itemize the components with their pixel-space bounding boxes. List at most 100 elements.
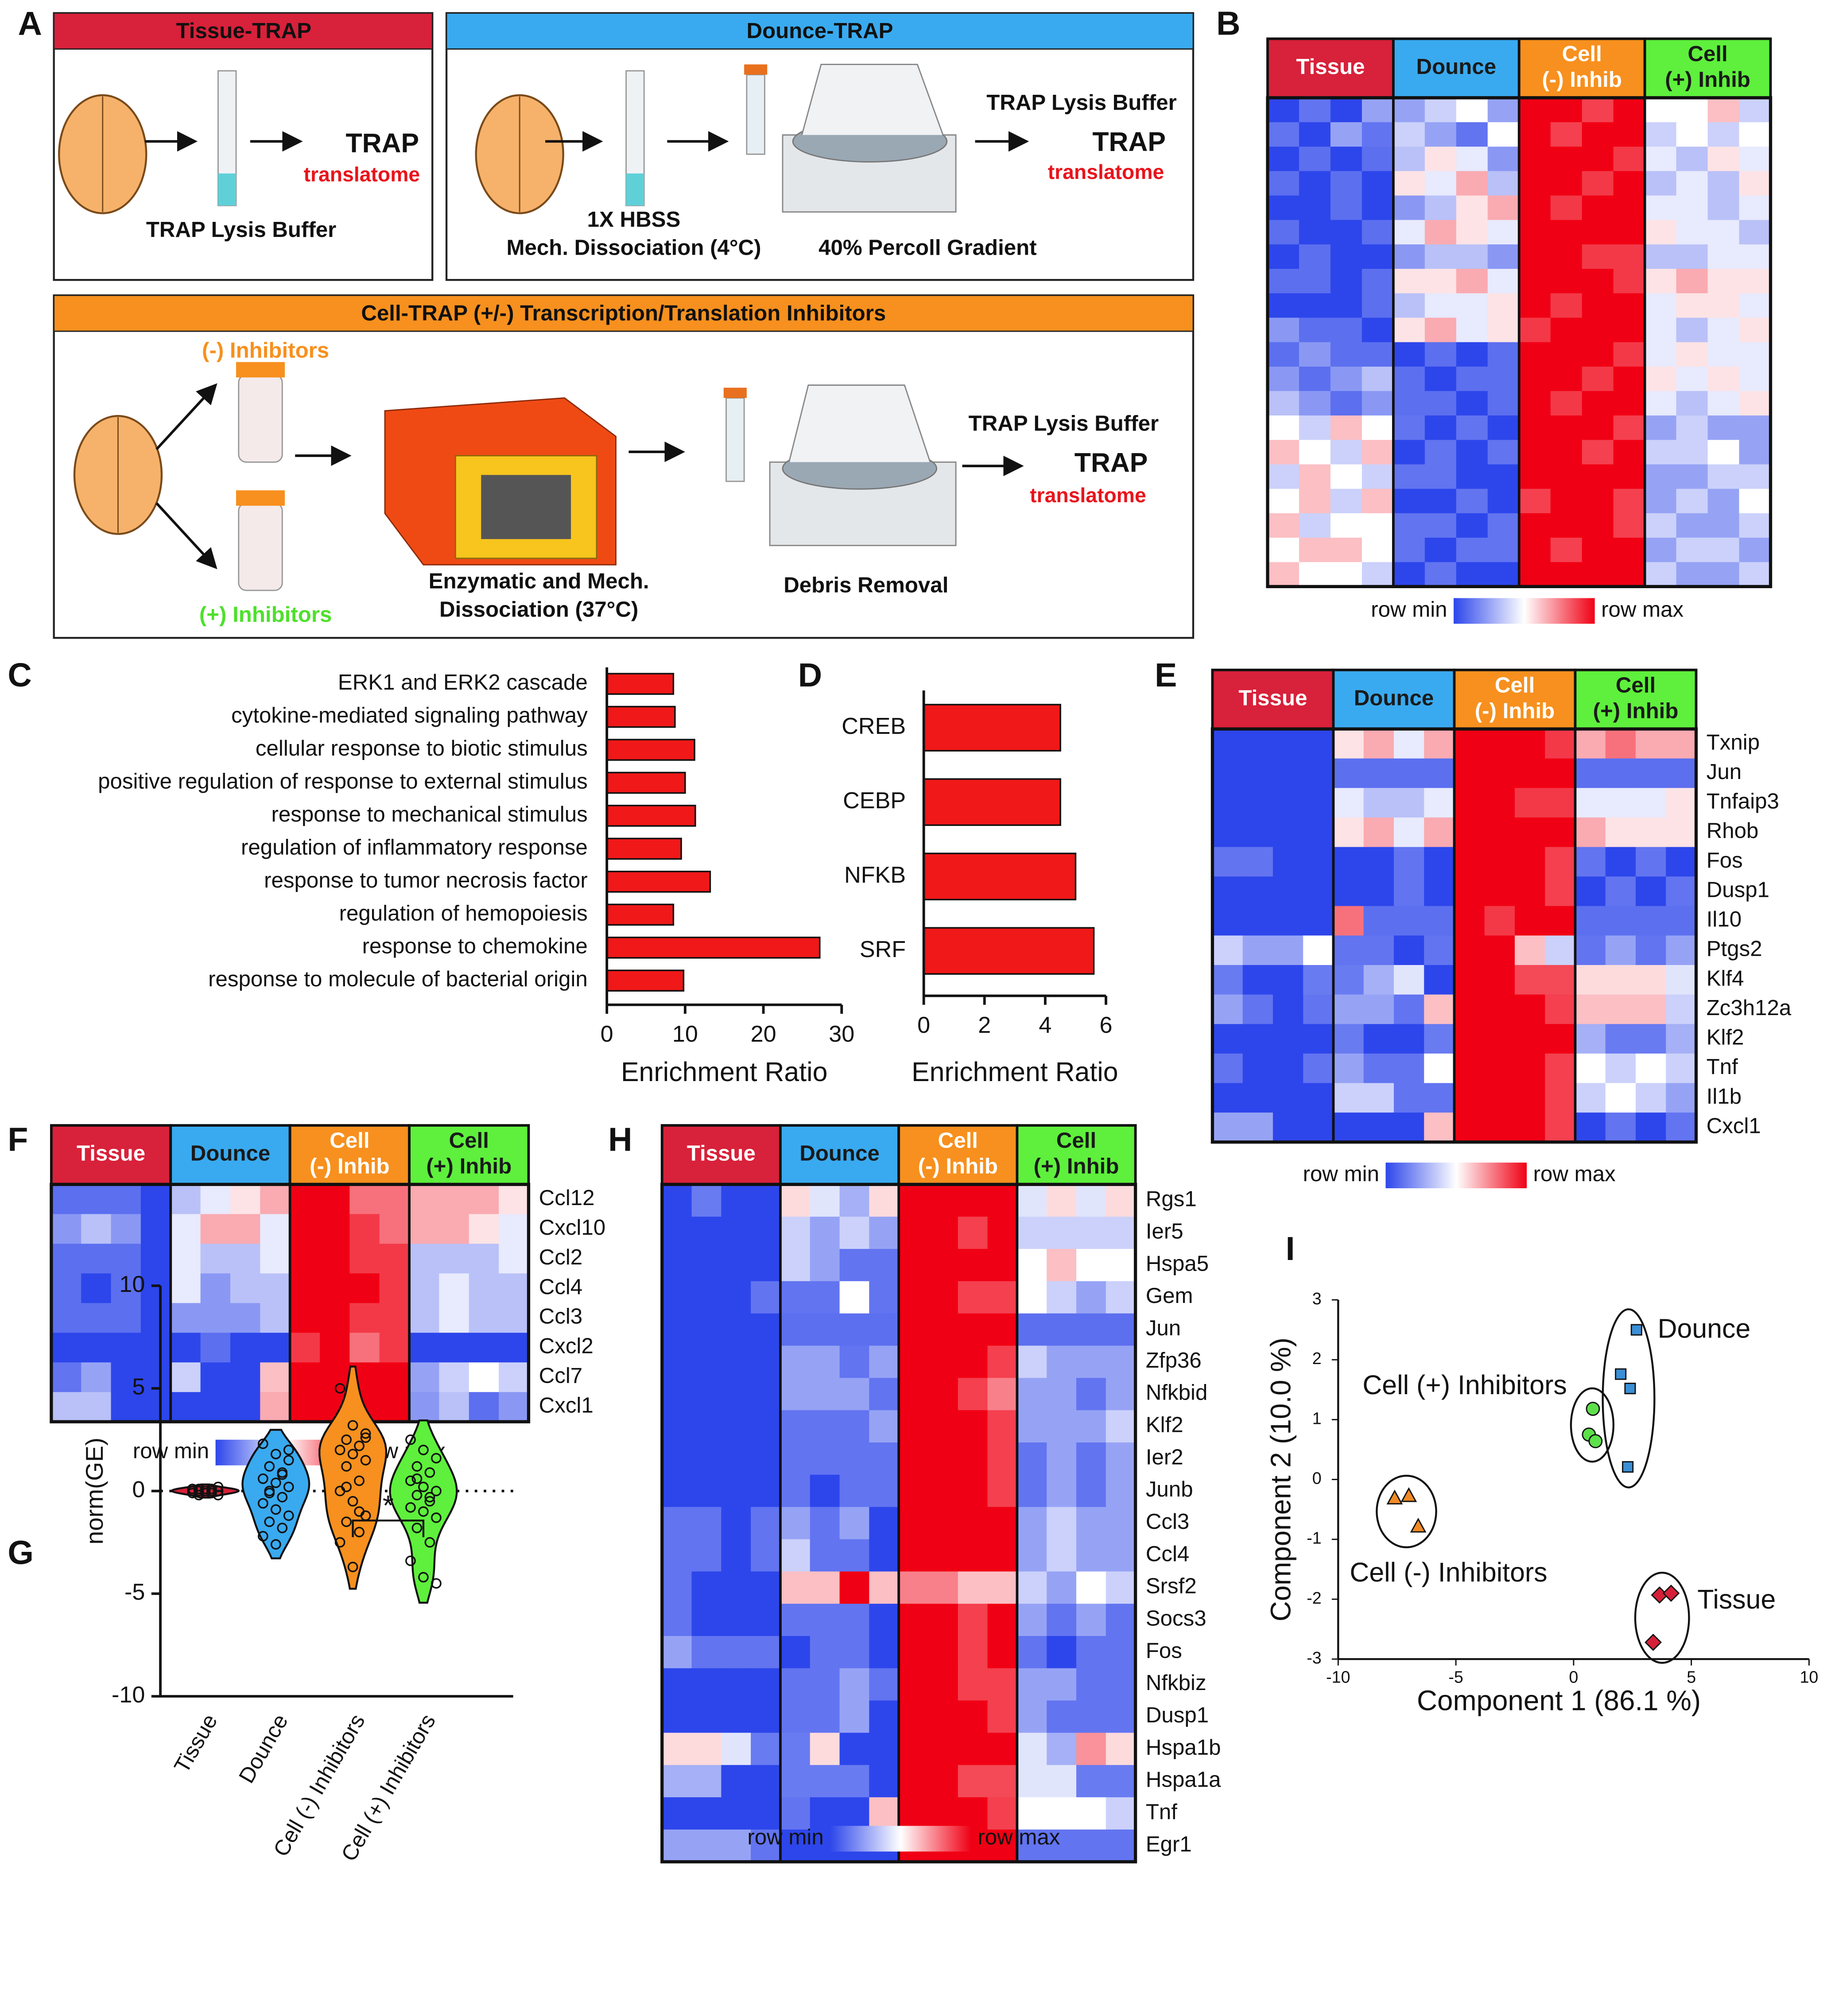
row-label: Hspa5 (1146, 1251, 1209, 1276)
heat-cell (1424, 994, 1455, 1025)
heat-cell (1575, 1024, 1606, 1054)
heat-cell (1676, 318, 1708, 343)
heat-cell (869, 1636, 900, 1669)
heat-cell (839, 1248, 870, 1282)
heat-cell (869, 1378, 900, 1411)
heat-cell (1582, 220, 1614, 245)
panel-label: I (1286, 1230, 1295, 1267)
heat-cell (721, 1636, 752, 1669)
heat-cell (81, 1184, 112, 1215)
heat-cell (810, 1378, 840, 1411)
heat-cell (1268, 220, 1299, 245)
heat-cell (1514, 1053, 1546, 1084)
y-tick-label: 0 (1312, 1469, 1322, 1488)
point (1588, 1434, 1603, 1448)
heat-cell (1393, 464, 1425, 489)
heat-cell (691, 1765, 722, 1798)
heat-cell (1550, 488, 1583, 514)
heat-cell (1212, 994, 1243, 1025)
heat-cell (810, 1539, 840, 1572)
heat-cell (691, 1378, 722, 1411)
heat-cell (1393, 293, 1425, 318)
heat-cell (1330, 269, 1362, 294)
heat-cell (1424, 97, 1457, 123)
heat-cell (1676, 269, 1708, 294)
heat-cell (780, 1539, 811, 1572)
heat-cell (1106, 1442, 1136, 1475)
y-tick-label: 1 (1312, 1409, 1322, 1427)
group-header (169, 1124, 291, 1186)
heat-cell (1303, 994, 1334, 1025)
heat-cell (899, 1410, 929, 1443)
heat-cell (1582, 97, 1614, 123)
row-label: Ier2 (1146, 1445, 1183, 1469)
data-point (347, 1420, 358, 1431)
heat-cell (499, 1392, 529, 1423)
data-point (341, 1461, 352, 1472)
heat-cell (899, 1378, 929, 1411)
heat-cell (751, 1442, 781, 1475)
colorbar-min-label: row min (133, 1439, 209, 1463)
heat-cell (320, 1273, 350, 1304)
heat-cell (1636, 935, 1667, 965)
heat-cell (1487, 97, 1520, 123)
heat-cell (1017, 1539, 1047, 1572)
heat-cell (662, 1797, 692, 1830)
row-label: Nfkbid (1146, 1380, 1208, 1405)
heat-cell (1666, 817, 1697, 848)
heat-cell (1362, 97, 1394, 123)
x-axis-label: Enrichment Ratio (621, 1057, 828, 1087)
heat-cell (1613, 147, 1645, 172)
category-label: NFKB (844, 862, 906, 888)
heat-cell (1582, 513, 1614, 538)
heat-cell (1393, 195, 1425, 221)
heat-cell (230, 1392, 261, 1423)
heat-cell (1106, 1474, 1136, 1508)
heat-cell (987, 1765, 1018, 1798)
heat-cell (899, 1184, 929, 1217)
heat-cell (1676, 171, 1708, 196)
heat-cell (780, 1281, 811, 1314)
heat-cell (780, 1829, 811, 1862)
heat-cell (1242, 758, 1273, 789)
heat-cell (1550, 391, 1583, 416)
heat-cell (1514, 729, 1546, 759)
heat-cell (1106, 1668, 1136, 1701)
heat-cell (1268, 293, 1299, 318)
heat-cell (691, 1797, 722, 1830)
heat-cell (780, 1184, 811, 1217)
group-label: (-) Inhib (918, 1154, 998, 1179)
heat-cell (1707, 464, 1740, 489)
heat-cell (869, 1248, 900, 1282)
heat-cell (958, 1345, 988, 1379)
heat-cell (409, 1392, 440, 1423)
group-label: (-) Inhib (1542, 67, 1621, 92)
heat-cell (1605, 1083, 1636, 1113)
data-point (257, 1473, 268, 1484)
heat-cell (1676, 440, 1708, 465)
heat-cell (1272, 788, 1304, 818)
heat-cell (290, 1303, 320, 1334)
heat-cell (1424, 847, 1455, 877)
heat-cell (1333, 817, 1364, 848)
heat-cell (810, 1636, 840, 1669)
heat-cell (81, 1214, 112, 1244)
heat-cell (810, 1797, 840, 1830)
heat-cell (1636, 729, 1667, 759)
heat-cell (1047, 1217, 1077, 1249)
data-point (405, 1555, 416, 1566)
heat-cell (1519, 342, 1551, 367)
heat-cell (1303, 1053, 1334, 1084)
heat-cell (1393, 1053, 1425, 1084)
heat-cell (751, 1636, 781, 1669)
heat-cell (1605, 1024, 1636, 1054)
heat-cell (260, 1244, 291, 1274)
heat-cell (1545, 1053, 1576, 1084)
group-label: Tissue (1697, 1584, 1776, 1614)
heat-cell (1575, 906, 1606, 936)
heat-cell (1454, 1083, 1485, 1113)
heat-cell (1550, 195, 1583, 221)
x-tick-label: 0 (1569, 1668, 1578, 1686)
heat-cell (1739, 488, 1771, 514)
heat-cell (379, 1184, 410, 1215)
